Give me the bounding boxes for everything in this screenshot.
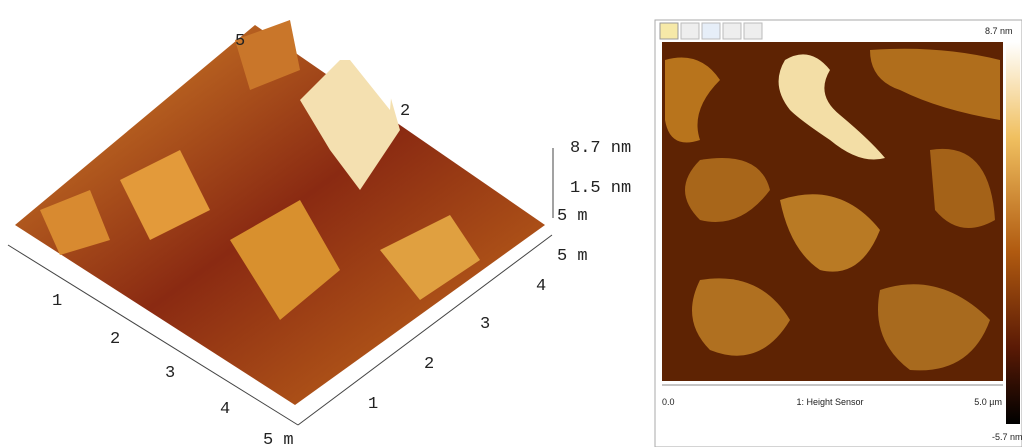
tick-label: 2 [424,355,434,374]
tick-label: 4 [536,277,546,296]
z-label: 8.7 nm [570,139,631,158]
tool-button[interactable] [723,23,741,39]
tick-label: 5 m [557,247,588,266]
tool-button[interactable] [702,23,720,39]
surface-3d: 8.7 nm 1.5 nm 5 m 1 2 3 4 5 m 1 2 3 4 5 … [8,20,631,447]
x-end: 5.0 µm [974,397,1002,407]
colorbar [1006,42,1020,424]
tick-label: 2 [110,330,120,349]
z-label: 1.5 nm [570,179,631,198]
screenshot: 8.7 nm 1.5 nm 5 m 1 2 3 4 5 m 1 2 3 4 5 … [0,0,1022,447]
colorbar-max: 8.7 nm [985,26,1013,36]
peak-label: 5 [235,32,245,51]
tool-button[interactable] [744,23,762,39]
tick-label: 3 [165,364,175,383]
tool-button[interactable] [660,23,678,39]
viewer-window: 8.7 nm -5.7 nm 0.0 1: Height Sensor 5.0 … [655,20,1022,447]
page: 8.7 nm 1.5 nm 5 m 1 2 3 4 5 m 1 2 3 4 5 … [0,0,1022,447]
tick-label: 1 [368,395,378,414]
peak-label: 2 [400,102,410,121]
channel-label: 1: Height Sensor [796,397,863,407]
colorbar-min: -5.7 nm [992,432,1022,442]
z-label: 5 m [557,207,588,226]
tick-label: 3 [480,315,490,334]
x-start: 0.0 [662,397,675,407]
tool-button[interactable] [681,23,699,39]
tick-label: 1 [52,292,62,311]
tick-label: 5 m [263,431,294,447]
tick-label: 4 [220,400,230,419]
